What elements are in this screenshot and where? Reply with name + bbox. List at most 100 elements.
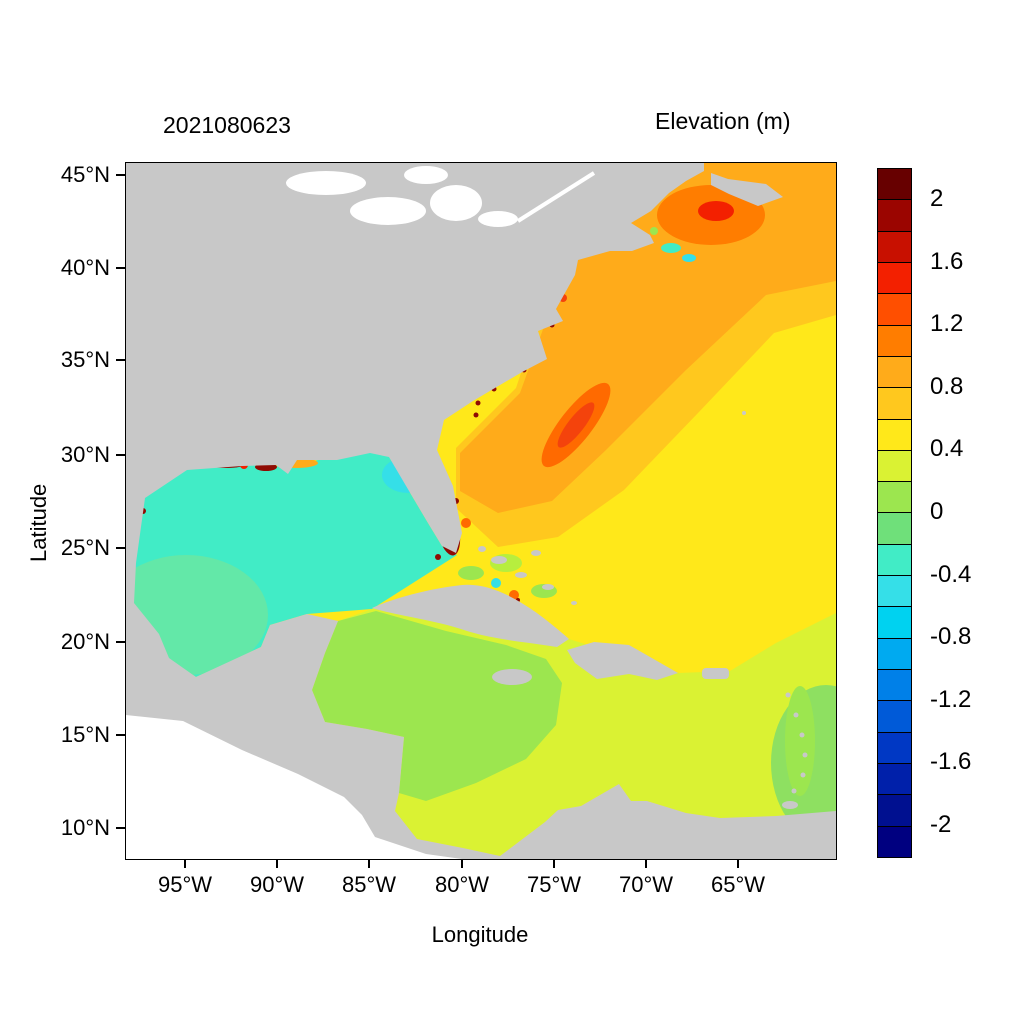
trinidad [782,801,798,809]
st-lawrence-river [516,171,596,223]
spot [475,400,481,406]
colorbar-segment [878,731,911,763]
colorbar-segment [878,387,911,419]
lake [350,197,426,225]
x-tick-mark [737,859,739,868]
colorbar-tick-label: 2 [930,185,944,213]
nova-scotia [711,173,783,206]
island [571,601,577,605]
y-tick-label: 25°N [60,535,110,560]
spot [661,243,681,253]
spot [458,566,484,580]
bahamas-islands [478,546,577,605]
jamaica [492,669,532,685]
colorbar-segment [878,512,911,544]
lake [478,211,518,227]
colorbar-title: Elevation (m) [655,108,791,134]
lake [430,185,482,221]
x-tick-label: 85°W [341,872,397,897]
colorbar-segment [878,418,911,450]
western-caribbean-green [312,611,562,801]
y-tick-label: 10°N [60,815,110,840]
north-america-land [126,163,704,859]
map-plot-area [125,162,837,860]
colorbar-segment [878,825,911,857]
y-tick-mark [116,547,125,549]
spot [682,254,696,262]
colorbar-segment [878,543,911,576]
south-america-land [500,784,836,859]
colorbar-segment [878,449,911,482]
colorbar-tick-label: 1.2 [930,310,964,338]
colorbar-segment [878,261,911,294]
colorbar-segment [878,169,911,200]
colorbar-segment [878,355,911,388]
spot [491,578,501,588]
lake [286,171,366,195]
colorbar-segment [878,669,911,701]
y-tick-mark [116,641,125,643]
colorbar-segment [878,637,911,669]
northeast-coast-specks [650,227,696,262]
island [491,556,507,564]
y-tick-label: 40°N [60,255,110,280]
map-canvas [126,163,836,859]
colorbar-tick-label: 0.8 [930,372,964,400]
x-tick-label: 95°W [157,872,213,897]
colorbar-segment [878,762,911,795]
y-tick-mark [116,359,125,361]
y-tick-mark [116,734,125,736]
x-tick-label: 75°W [526,872,582,897]
colorbar-tick-label: -0.4 [930,560,972,588]
x-tick-label: 65°W [710,872,766,897]
island [785,692,791,698]
colorbar-segment [878,481,911,513]
puerto-rico [702,668,729,679]
x-tick-mark [553,859,555,868]
island [791,788,797,794]
bermuda [742,411,746,415]
cuba [372,584,569,647]
y-tick-mark [116,267,125,269]
colorbar-segment [878,293,911,325]
great-lakes [286,166,596,227]
x-tick-mark [276,859,278,868]
island [802,752,808,758]
colorbar [877,168,912,858]
colorbar-segment [878,199,911,231]
lesser-antilles [782,692,808,809]
colorbar-segment [878,230,911,262]
island [800,772,806,778]
pacific-no-data [126,715,462,859]
colorbar-tick-label: -2 [930,810,952,838]
island [531,550,541,556]
y-tick-label: 30°N [60,442,110,467]
x-tick-label: 70°W [618,872,674,897]
x-tick-label: 90°W [249,872,305,897]
spot [473,412,479,418]
y-tick-label: 15°N [60,722,110,747]
island [515,572,527,578]
colorbar-tick-label: -0.8 [930,623,972,651]
colorbar-tick-label: -1.2 [930,685,972,713]
x-tick-mark [368,859,370,868]
x-tick-mark [645,859,647,868]
colorbar-segment [878,324,911,356]
x-axis-label: Longitude [431,922,529,947]
island [799,732,805,738]
spot [650,227,658,235]
island [478,546,486,552]
timestamp-title: 2021080623 [163,112,291,138]
colorbar-tick-label: 1.6 [930,247,964,275]
gulf-stream-core-peak [557,402,595,448]
colorbar-tick-label: 0.4 [930,435,964,463]
colorbar-segment [878,794,911,826]
scotian-shelf-peak [698,201,734,221]
colorbar-segment [878,700,911,732]
island [542,584,554,590]
spot [461,518,471,528]
island [793,712,799,718]
y-tick-label: 35°N [60,347,110,372]
x-tick-label: 80°W [434,872,490,897]
